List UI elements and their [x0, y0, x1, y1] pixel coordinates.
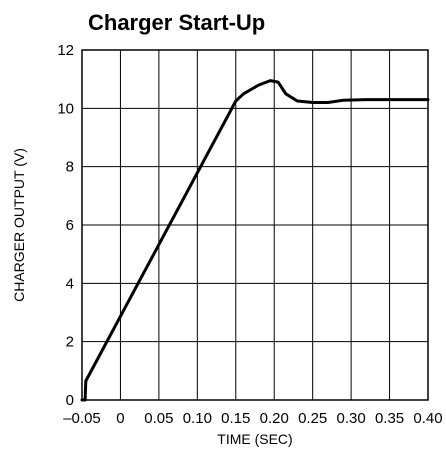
y-tick-label: 6 [66, 217, 74, 234]
y-tick-label: 8 [66, 159, 74, 176]
x-tick-label: 0 [116, 410, 124, 427]
x-axis-label: TIME (SEC) [217, 431, 292, 447]
y-tick-label: 2 [66, 334, 74, 351]
x-tick-label: 0.15 [221, 410, 250, 427]
y-tick-label: 12 [57, 42, 74, 59]
x-tick-label: 0.25 [298, 410, 327, 427]
y-tick-label: 0 [66, 392, 74, 409]
series-layer [80, 79, 430, 402]
y-axis-ticks: 0 2 4 6 8 10 12 [57, 42, 74, 409]
y-tick-label: 10 [57, 100, 74, 117]
chart-title: Charger Start-Up [88, 10, 265, 35]
x-tick-label: 0.30 [337, 410, 366, 427]
x-tick-label: 0.05 [144, 410, 173, 427]
plot-frame [81, 49, 429, 401]
x-tick-label: 0.40 [413, 410, 442, 427]
y-tick-label: 4 [66, 275, 74, 292]
x-tick-label: 0.20 [260, 410, 289, 427]
x-tick-label: 0.35 [375, 410, 404, 427]
x-tick-label: –0.05 [63, 410, 101, 427]
x-tick-label: 0.10 [183, 410, 212, 427]
grid [81, 49, 429, 401]
series-line [80, 79, 430, 402]
x-axis-ticks: –0.05 0 0.05 0.10 0.15 0.20 0.25 0.30 0.35 0.40 [63, 410, 442, 427]
y-axis-label: CHARGER OUTPUT (V) [11, 148, 27, 302]
